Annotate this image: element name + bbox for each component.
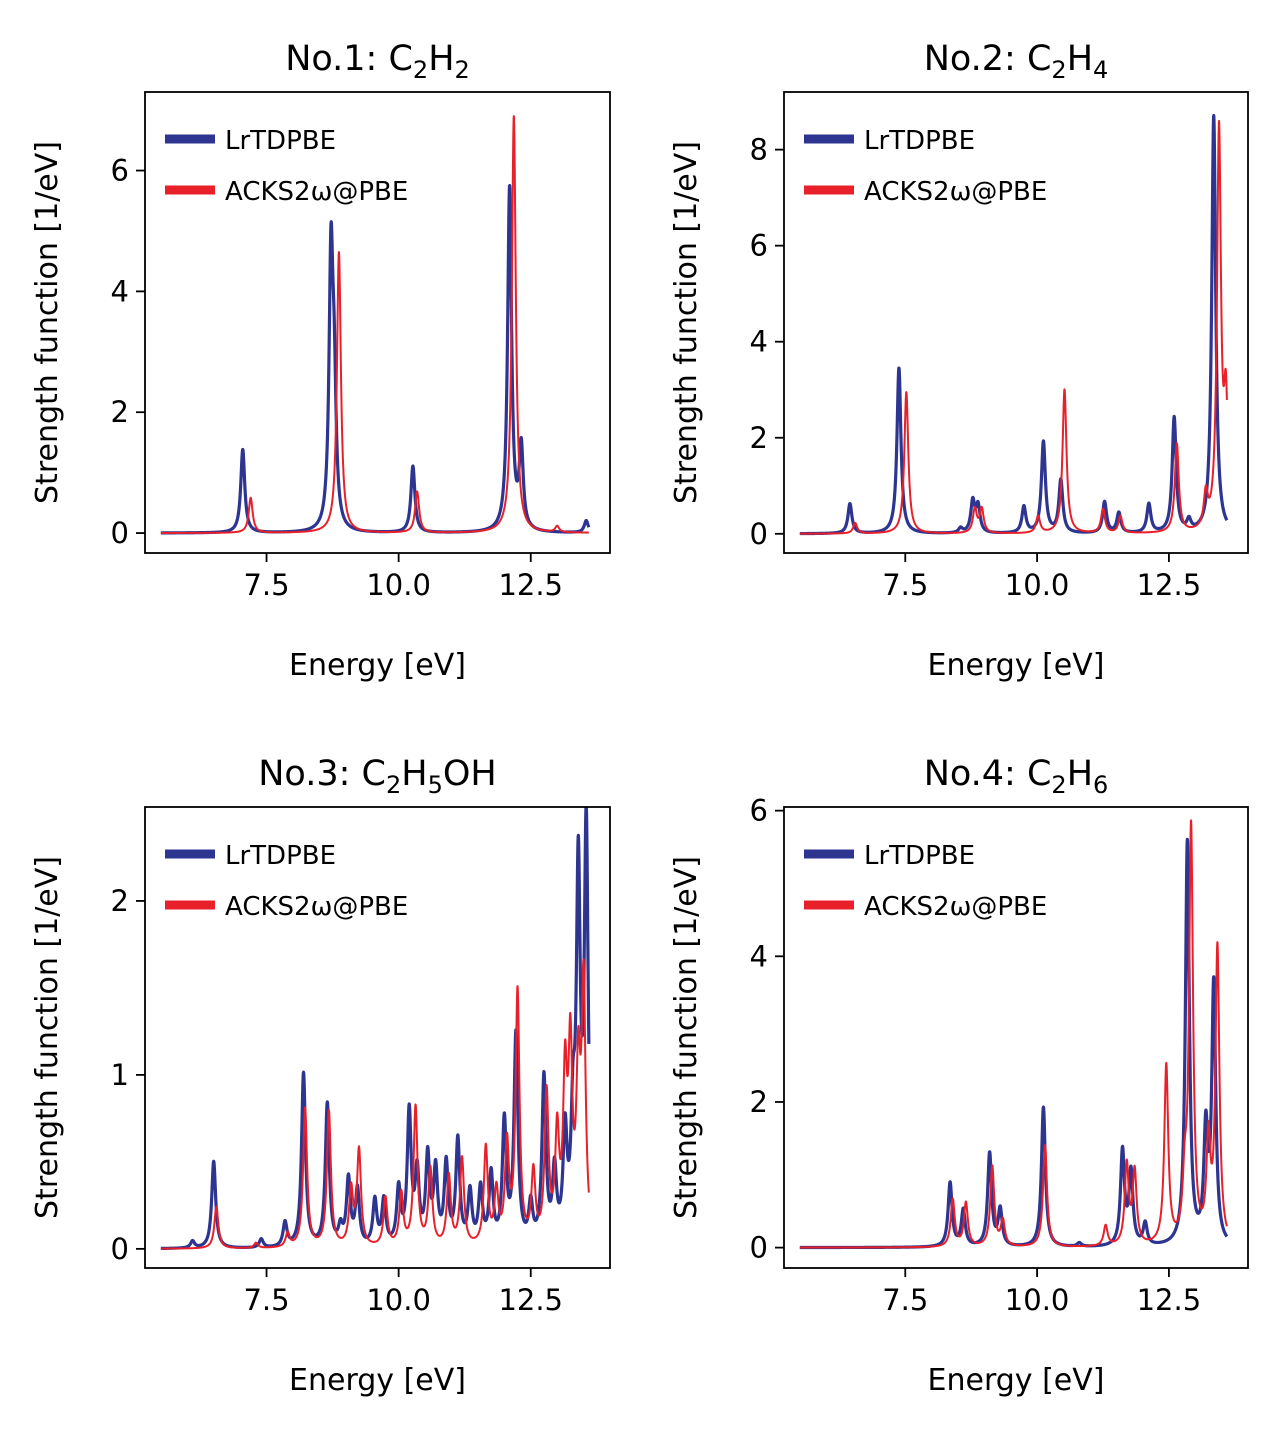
- y-tick-label: 6: [750, 229, 768, 263]
- y-tick-label: 2: [111, 395, 129, 429]
- legend: LrTDPBE ACKS2ω@PBE: [165, 126, 408, 207]
- x-tick-label: 7.5: [243, 1283, 289, 1317]
- legend-label: ACKS2ω@PBE: [864, 892, 1047, 922]
- axes-frame: [144, 91, 611, 554]
- x-tick-label: 12.5: [498, 568, 563, 602]
- axes-frame: [144, 806, 611, 1269]
- series-line-acks2: [798, 119, 1228, 535]
- panel-3: 7.5 10.0 12.5 0 1 2 Energy [eV] Strength functi…: [30, 754, 611, 1398]
- legend: LrTDPBE ACKS2ω@PBE: [804, 841, 1047, 922]
- axes-frame: [783, 91, 1249, 554]
- title-subscript: 2: [455, 56, 470, 84]
- panel-1: 7.5 10.0 12.5 0 2 4 6 Energy [eV] Strength funct…: [30, 39, 611, 683]
- x-tick-label: 10.0: [1005, 568, 1070, 602]
- x-tick-label: 12.5: [498, 1283, 563, 1317]
- legend: LrTDPBE ACKS2ω@PBE: [165, 841, 408, 922]
- legend-label: LrTDPBE: [864, 126, 975, 156]
- chart-title: No.2: C2H4: [924, 39, 1109, 84]
- series-line-acks2: [160, 958, 590, 1250]
- title-subscript: 5: [428, 771, 443, 799]
- title-subscript: 2: [1051, 56, 1066, 84]
- y-tick-label: 4: [111, 274, 129, 308]
- series-line-lrtdpbe: [159, 807, 591, 1251]
- y-tick-label: 6: [750, 794, 768, 828]
- y-axis-label: Strength function [1/eV]: [30, 141, 65, 504]
- series-line-lrtdpbe: [159, 184, 591, 535]
- y-tick-label: 2: [750, 421, 768, 455]
- series-line-acks2: [798, 819, 1228, 1249]
- series-line-acks2: [160, 115, 590, 534]
- x-tick-label: 7.5: [243, 568, 289, 602]
- title-subscript: 2: [413, 56, 428, 84]
- y-tick-label: 2: [111, 884, 129, 918]
- x-tick-label: 12.5: [1137, 568, 1202, 602]
- y-tick-label: 2: [750, 1085, 768, 1119]
- legend-label: ACKS2ω@PBE: [225, 177, 408, 207]
- title-text: No.1: C: [285, 39, 413, 79]
- y-axis-label: Strength function [1/eV]: [30, 856, 65, 1219]
- chart-title: No.1: C2H2: [285, 39, 470, 84]
- legend-label: LrTDPBE: [864, 841, 975, 871]
- x-axis-label: Energy [eV]: [289, 648, 466, 683]
- title-text: H: [428, 39, 454, 79]
- x-tick-label: 10.0: [366, 568, 431, 602]
- legend-label: ACKS2ω@PBE: [864, 177, 1047, 207]
- y-tick-label: 4: [750, 325, 768, 359]
- title-subscript: 4: [1093, 56, 1108, 84]
- x-axis-label: Energy [eV]: [928, 648, 1105, 683]
- x-tick-label: 10.0: [1005, 1283, 1070, 1317]
- x-axis-label: Energy [eV]: [928, 1363, 1105, 1398]
- x-tick-label: 10.0: [366, 1283, 431, 1317]
- y-axis-label: Strength function [1/eV]: [669, 856, 704, 1219]
- title-text: H: [401, 754, 427, 794]
- x-tick-label: 7.5: [882, 568, 928, 602]
- y-tick-label: 8: [750, 133, 768, 167]
- y-tick-label: 4: [750, 939, 768, 973]
- y-tick-label: 0: [111, 1232, 129, 1266]
- y-tick-label: 0: [111, 516, 129, 550]
- y-tick-label: 6: [111, 154, 129, 188]
- axes-frame: [783, 806, 1249, 1269]
- legend-label: ACKS2ω@PBE: [225, 892, 408, 922]
- title-text: No.3: C: [258, 754, 386, 794]
- legend-label: LrTDPBE: [225, 126, 336, 156]
- title-subscript: 2: [386, 771, 401, 799]
- title-subscript: 6: [1093, 771, 1108, 799]
- title-text: H: [1067, 754, 1093, 794]
- legend-label: LrTDPBE: [225, 841, 336, 871]
- y-tick-label: 1: [111, 1058, 129, 1092]
- x-tick-label: 12.5: [1137, 1283, 1202, 1317]
- title-text: No.4: C: [924, 754, 1052, 794]
- legend: LrTDPBE ACKS2ω@PBE: [804, 126, 1047, 207]
- title-subscript: 2: [1051, 771, 1066, 799]
- y-tick-label: 0: [750, 1231, 768, 1265]
- panel-4: 7.5 10.0 12.5 0 2 4 6 Energy [eV] Strength funct…: [669, 754, 1249, 1398]
- title-text: No.2: C: [924, 39, 1052, 79]
- chart-title: No.3: C2H5OH: [258, 754, 497, 799]
- title-text: H: [1067, 39, 1093, 79]
- y-axis-label: Strength function [1/eV]: [669, 141, 704, 504]
- y-tick-label: 0: [750, 517, 768, 551]
- x-axis-label: Energy [eV]: [289, 1363, 466, 1398]
- chart-title: No.4: C2H6: [924, 754, 1109, 799]
- x-tick-label: 7.5: [882, 1283, 928, 1317]
- title-text: OH: [443, 754, 497, 794]
